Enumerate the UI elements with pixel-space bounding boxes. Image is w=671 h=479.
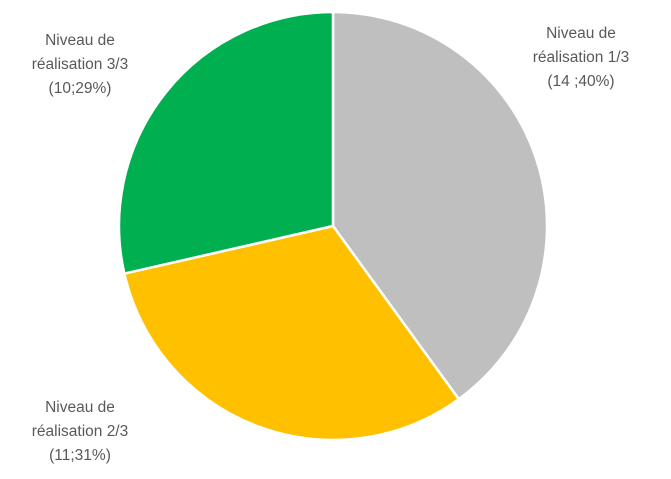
slice-label-realisation-2-3: Niveau de réalisation 2/3 (11;31%) [20,396,140,468]
slice-label-line: Niveau de [45,32,115,49]
slice-label-value: (11;31%) [49,447,111,464]
slice-label-line: réalisation 1/3 [532,49,630,66]
slice-label-realisation-3-3: Niveau de réalisation 3/3 (10;29%) [20,29,140,101]
slice-label-realisation-1-3: Niveau de réalisation 1/3 (14 ;40%) [516,22,646,94]
pie-slice-1 [331,10,549,401]
pie-slice-3 [117,10,335,275]
slice-label-value: (14 ;40%) [547,73,615,90]
slice-label-line: réalisation 3/3 [31,56,129,73]
slice-label-value: (10;29%) [48,80,112,97]
slice-label-line: Niveau de [546,25,616,42]
slice-label-line: Niveau de [45,399,115,416]
pie-slice-2 [123,224,461,442]
slice-label-line: réalisation 2/3 [31,423,129,440]
